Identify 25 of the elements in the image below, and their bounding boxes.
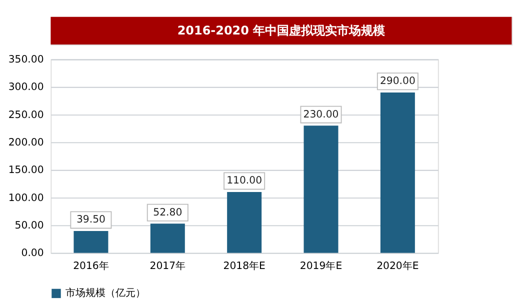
bar [304,126,338,253]
y-tick-label: 250.00 [8,110,44,121]
y-tick-label: 300.00 [8,82,44,94]
chart-title: 2016-2020 年中国虚拟现实市场规模 [177,23,386,38]
x-tick-label: 2016年 [73,260,109,272]
x-tick-label: 2020年E [376,260,419,272]
y-tick-label: 0.00 [21,248,44,260]
data-label: 110.00 [226,176,262,187]
bar [150,224,185,253]
x-tick-label: 2017年 [150,260,186,272]
legend-label: 市场规模（亿元） [65,287,146,300]
x-tick-label: 2018年E [223,260,266,272]
y-tick-label: 100.00 [8,192,44,204]
y-tick-label: 200.00 [8,137,44,148]
data-label: 230.00 [303,109,339,120]
bar [227,192,262,253]
bar [74,231,108,253]
data-label: 39.50 [76,214,106,226]
y-tick-label: 350.00 [8,54,44,66]
data-label: 290.00 [380,76,416,88]
y-tick-label: 150.00 [8,165,44,176]
x-tick-label: 2019年E [300,260,342,272]
data-label: 52.80 [153,207,182,218]
bar [380,92,415,253]
y-tick-label: 50.00 [14,220,44,232]
